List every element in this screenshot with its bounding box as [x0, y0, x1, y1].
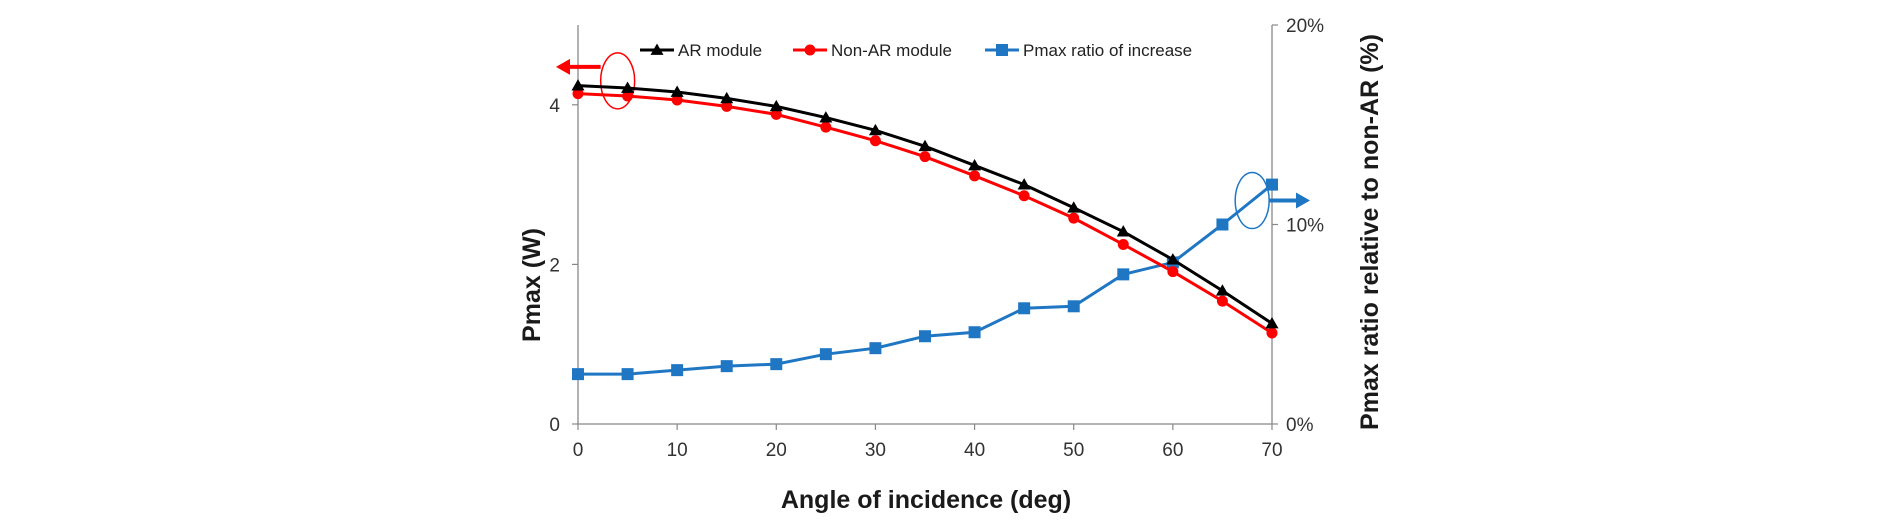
- data-point: [1017, 178, 1031, 190]
- legend-item: AR module: [640, 41, 762, 60]
- y2-axis-ticks: 0% 10% 20%: [1272, 16, 1324, 436]
- data-point: [721, 100, 733, 112]
- series-ar-module: [571, 79, 1279, 329]
- data-point: [1117, 268, 1130, 281]
- data-point: [1216, 218, 1229, 231]
- data-point: [968, 326, 981, 339]
- x-axis-ticks: 0 10 20 30 40 50 60 70: [573, 424, 1283, 461]
- data-point: [1117, 238, 1129, 250]
- x-tick-label: 40: [964, 440, 985, 461]
- data-point: [770, 358, 783, 371]
- data-point: [770, 108, 782, 120]
- data-point: [1018, 302, 1031, 315]
- data-point: [1216, 295, 1228, 307]
- x-tick-label: 0: [573, 440, 584, 461]
- data-point: [1068, 212, 1080, 224]
- data-point: [622, 90, 634, 102]
- data-point: [1067, 201, 1081, 213]
- legend-marker: [996, 44, 1008, 56]
- data-point: [571, 79, 585, 91]
- data-point: [720, 91, 734, 104]
- data-point: [621, 368, 634, 381]
- data-point: [1167, 266, 1179, 278]
- legend-item: Pmax ratio of increase: [985, 41, 1192, 60]
- annotation-arrow-head: [1296, 192, 1310, 209]
- data-point: [1215, 284, 1229, 296]
- data-point: [820, 121, 832, 133]
- legend-label: Pmax ratio of increase: [1023, 41, 1192, 60]
- y2-axis-title: Pmax ratio relative to non-AR (%): [1356, 34, 1384, 430]
- y2-tick-label: 10%: [1286, 216, 1324, 237]
- annotation-arrow-head: [556, 58, 570, 75]
- annotation-ellipse: [599, 52, 636, 110]
- data-point: [1266, 327, 1278, 339]
- x-axis-title: Angle of incidence (deg): [781, 486, 1071, 514]
- x-tick-label: 70: [1261, 440, 1282, 461]
- data-point: [918, 139, 932, 152]
- legend-marker: [650, 43, 664, 55]
- data-point: [572, 368, 584, 381]
- data-point: [819, 348, 832, 361]
- series-layer: [571, 79, 1279, 381]
- data-point: [621, 81, 635, 93]
- data-point: [869, 342, 882, 355]
- y-tick-label: 0: [549, 415, 560, 436]
- x-tick-label: 10: [667, 440, 688, 461]
- y2-tick-label: 0%: [1286, 415, 1314, 436]
- data-point: [819, 111, 833, 123]
- x-tick-label: 30: [865, 440, 886, 461]
- data-point: [671, 364, 684, 377]
- data-point: [572, 88, 584, 100]
- x-tick-label: 20: [766, 440, 787, 461]
- y-tick-label: 4: [549, 96, 560, 117]
- x-tick-label: 60: [1162, 440, 1183, 461]
- data-point: [969, 170, 981, 182]
- data-point: [670, 85, 684, 97]
- legend-item: Non-AR module: [793, 41, 952, 60]
- data-point: [919, 151, 931, 163]
- series-non-ar-module: [572, 88, 1278, 339]
- data-point: [869, 135, 881, 147]
- legend: AR module Non-AR module Pmax ratio of incr…: [640, 41, 1192, 60]
- data-point: [968, 158, 982, 171]
- legend-label: AR module: [678, 41, 762, 60]
- data-point: [1018, 190, 1030, 202]
- annotations: [556, 52, 1310, 230]
- data-point: [769, 99, 783, 112]
- y-axis-ticks: 0 2 4: [549, 96, 578, 436]
- data-point: [919, 330, 931, 343]
- series-line: [577, 92, 1273, 335]
- x-tick-label: 50: [1063, 440, 1084, 461]
- data-point: [671, 94, 683, 106]
- data-point: [1266, 178, 1278, 191]
- legend-marker: [804, 44, 816, 56]
- legend-label: Non-AR module: [831, 41, 952, 60]
- series-line: [578, 183, 1273, 376]
- data-point: [1265, 316, 1279, 329]
- data-point: [1116, 225, 1130, 237]
- y-tick-label: 2: [549, 255, 560, 276]
- y-axis-title: Pmax (W): [518, 228, 546, 342]
- series-line: [577, 84, 1273, 325]
- data-point: [720, 360, 733, 373]
- y2-tick-label: 20%: [1286, 16, 1324, 37]
- data-point: [868, 123, 882, 136]
- data-point: [1166, 253, 1180, 265]
- series-pmax-ratio-of-increase: [572, 178, 1278, 381]
- data-point: [1067, 300, 1080, 313]
